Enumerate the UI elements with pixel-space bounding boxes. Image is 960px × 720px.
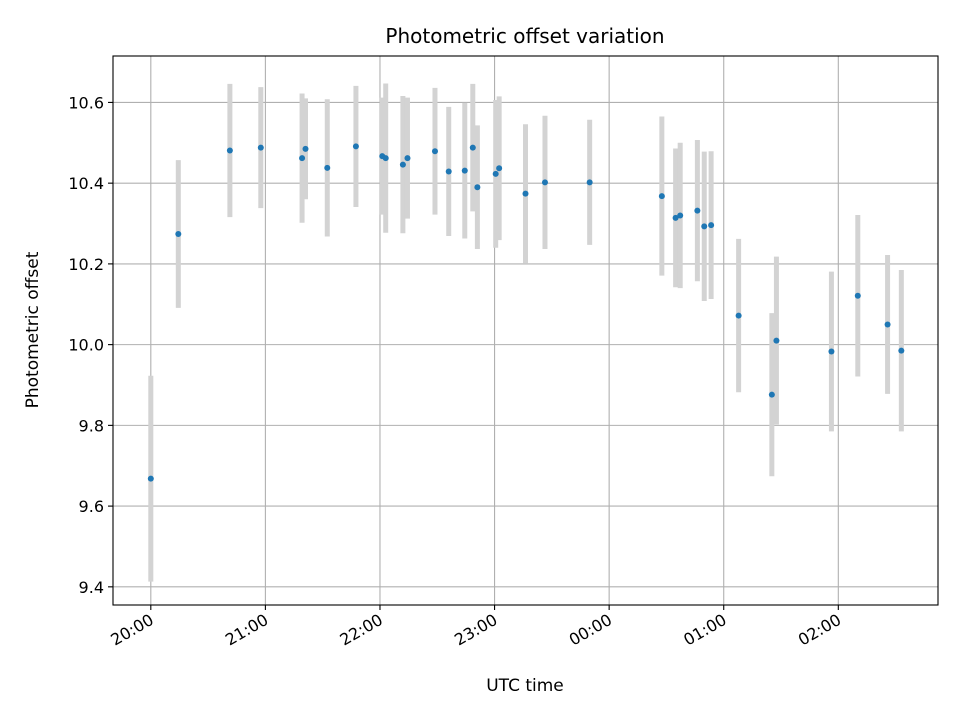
data-point xyxy=(496,165,503,172)
data-point xyxy=(431,148,438,155)
data-point xyxy=(541,179,548,186)
y-axis-ticks: 9.4 9.6 9.8 10.0 10.2 10.4 10.6 xyxy=(68,93,113,597)
data-point xyxy=(352,143,359,150)
y-tick-label: 9.4 xyxy=(79,578,104,597)
data-point xyxy=(474,184,481,191)
y-tick-label: 10.0 xyxy=(68,336,104,355)
data-point xyxy=(884,321,891,328)
data-point xyxy=(586,179,593,186)
y-tick-label: 9.8 xyxy=(79,416,104,435)
data-point xyxy=(445,168,452,175)
chart-title: Photometric offset variation xyxy=(385,24,664,48)
y-tick-label: 10.2 xyxy=(68,255,104,274)
data-point xyxy=(658,193,665,200)
data-point xyxy=(461,167,468,174)
data-point xyxy=(324,164,331,171)
data-point xyxy=(404,155,411,162)
data-point xyxy=(382,155,389,162)
data-point xyxy=(492,170,499,177)
x-axis-label: UTC time xyxy=(486,676,564,696)
y-tick-label: 9.6 xyxy=(79,497,104,516)
y-tick-label: 10.4 xyxy=(68,174,104,193)
data-point xyxy=(768,391,775,398)
data-point xyxy=(299,155,306,162)
data-point xyxy=(677,212,684,219)
data-point xyxy=(469,144,476,151)
data-point xyxy=(773,337,780,344)
data-points xyxy=(147,143,905,482)
data-point xyxy=(302,145,309,152)
data-point xyxy=(522,190,529,197)
data-point xyxy=(854,292,861,299)
data-point xyxy=(694,207,701,214)
plot-frame xyxy=(112,55,939,606)
y-axis-label: Photometric offset xyxy=(23,251,43,408)
data-point xyxy=(147,475,154,482)
data-point xyxy=(399,161,406,168)
data-point xyxy=(257,144,264,151)
data-point xyxy=(226,147,233,154)
data-point xyxy=(708,222,715,229)
data-point xyxy=(175,231,182,238)
data-point xyxy=(828,348,835,355)
y-tick-label: 10.6 xyxy=(68,93,104,112)
data-point xyxy=(735,312,742,319)
data-point xyxy=(701,223,708,230)
data-point xyxy=(898,347,905,354)
data-point xyxy=(672,214,679,221)
